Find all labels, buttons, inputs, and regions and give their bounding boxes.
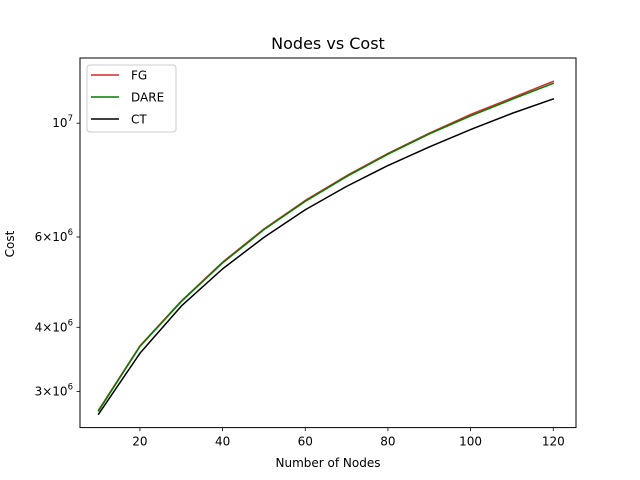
x-tick-label: 60 (298, 435, 313, 449)
y-ticks: 3×106 4×106 6×106 107 (35, 114, 80, 398)
x-tick-label: 40 (215, 435, 230, 449)
x-tick-label: 100 (459, 435, 482, 449)
series-line-dare (97, 82, 555, 412)
y-tick-label: 3×106 (35, 382, 73, 398)
x-tick-label: 20 (132, 435, 147, 449)
y-tick-label: 6×106 (35, 228, 73, 244)
plot-area (79, 57, 577, 429)
series-line-ct (97, 97, 555, 416)
y-tick-label: 107 (52, 114, 73, 130)
legend: FG DARE CT (86, 64, 177, 133)
x-tick-label: 120 (542, 435, 565, 449)
legend-label-dare: DARE (131, 91, 164, 105)
legend-label-ct: CT (131, 113, 147, 127)
x-axis-label: Number of Nodes (276, 456, 381, 470)
legend-label-fg: FG (131, 69, 147, 83)
series-layer (97, 80, 555, 416)
y-axis-label: Cost (3, 230, 17, 257)
legend-box (86, 64, 177, 133)
x-ticks: 20 40 60 80 100 120 (132, 427, 565, 449)
chart-title: Nodes vs Cost (271, 34, 385, 53)
axes-frame (79, 57, 577, 429)
y-tick-label: 4×106 (35, 318, 73, 334)
x-tick-label: 80 (380, 435, 395, 449)
